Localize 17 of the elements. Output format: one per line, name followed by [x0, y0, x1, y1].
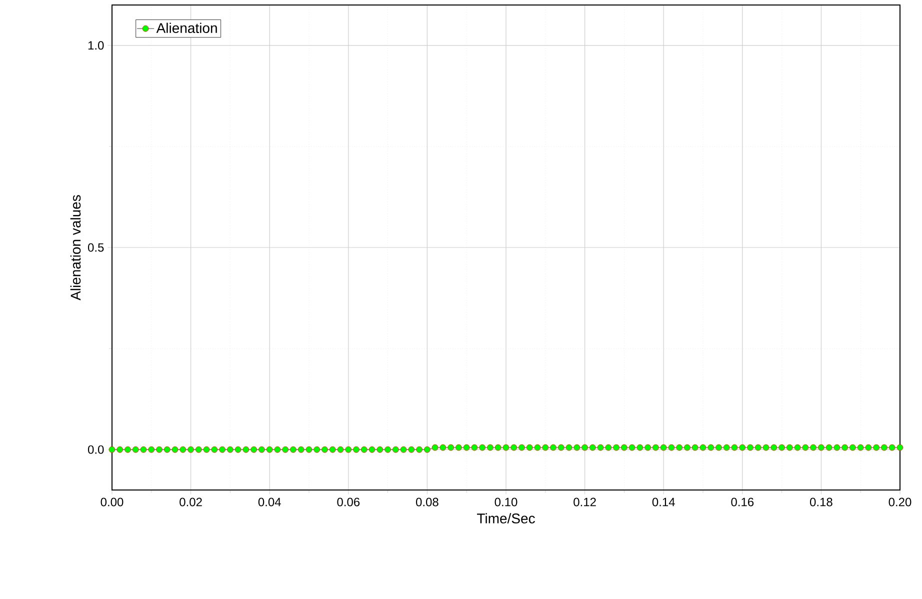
x-tick-label: 0.20	[888, 498, 912, 506]
x-tick-label: 0.08	[416, 498, 438, 506]
x-tick-label: 0.00	[100, 498, 124, 506]
y-tick-label: 0.0	[88, 445, 104, 454]
x-tick-label: 0.04	[258, 498, 281, 506]
y-tick-label: 1.0	[88, 41, 104, 50]
x-tick-label: 0.18	[810, 498, 832, 506]
legend-label: Alienation	[156, 22, 217, 34]
y-axis-title: Alienation values	[70, 195, 81, 300]
x-tick-label: 0.02	[180, 498, 202, 506]
x-axis-title: Time/Sec	[477, 513, 535, 524]
x-tick-label: 0.16	[731, 498, 754, 506]
x-tick-label: 0.10	[494, 498, 518, 506]
x-tick-label: 0.12	[574, 498, 596, 506]
y-tick-label: 0.5	[88, 243, 104, 252]
x-tick-label: 0.06	[337, 498, 360, 506]
x-tick-label: 0.14	[652, 498, 675, 506]
